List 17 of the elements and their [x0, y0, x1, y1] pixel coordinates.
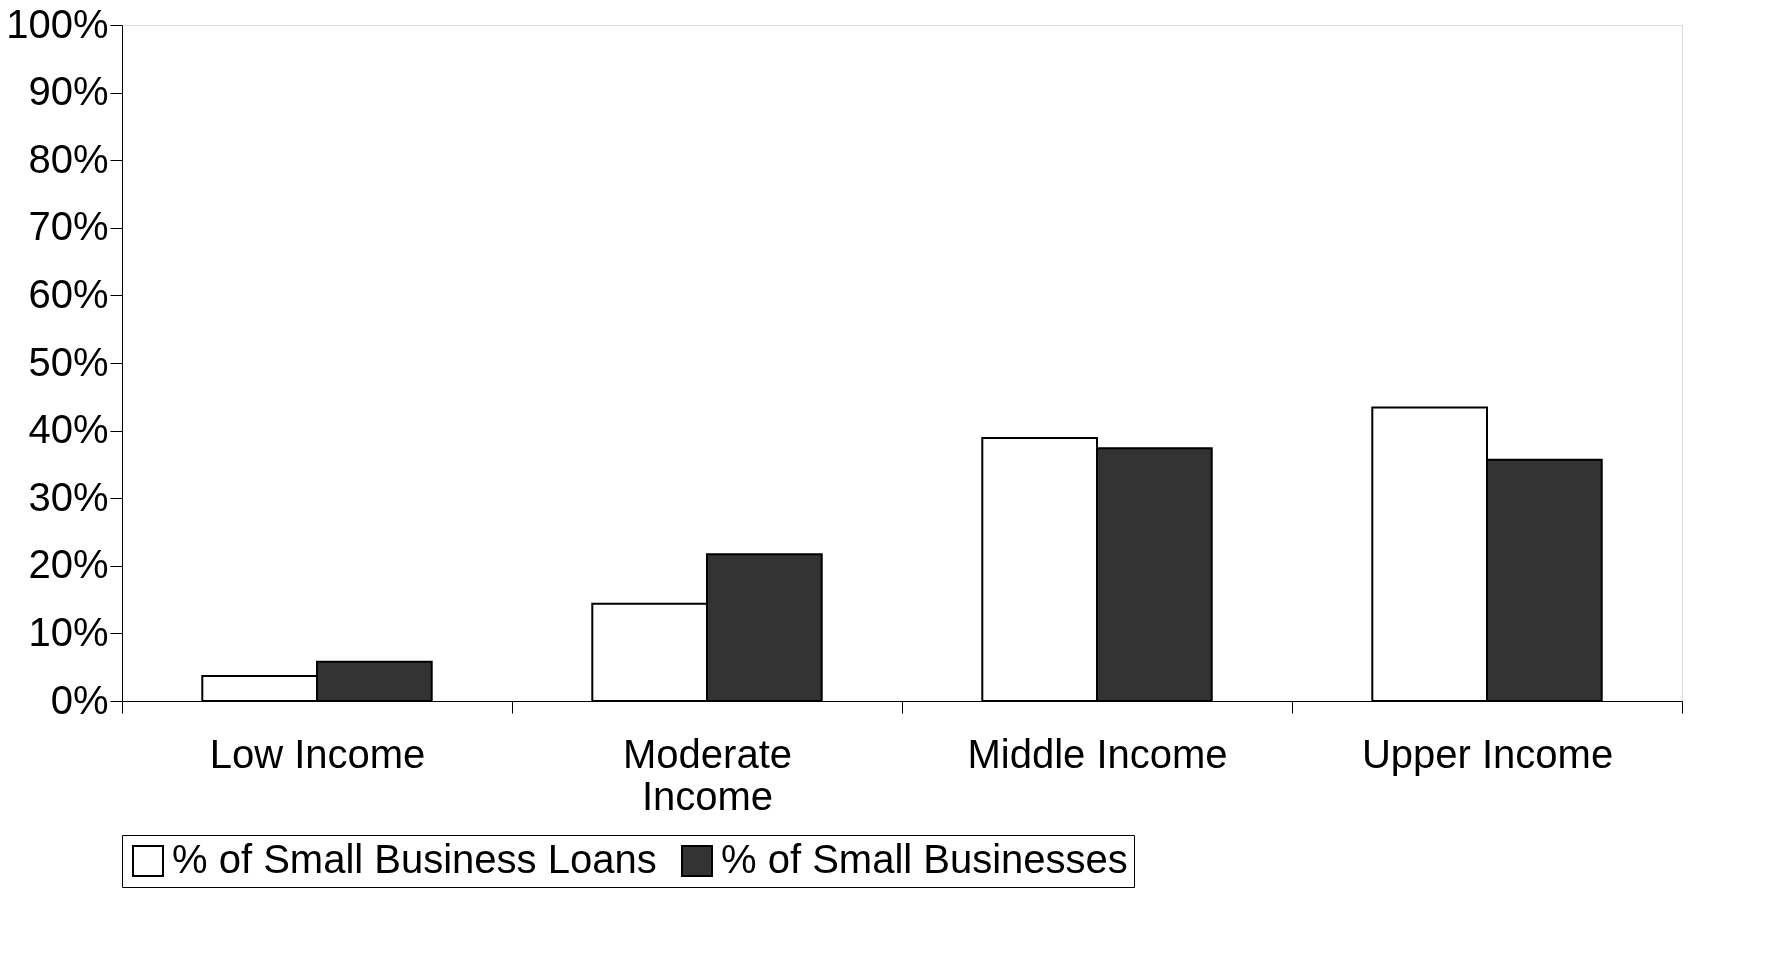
- y-tick-label: 50%: [28, 339, 109, 384]
- y-tick-label: 100%: [6, 1, 109, 46]
- y-tick-label: 0%: [50, 677, 109, 722]
- x-tick-label: Middle Income: [967, 731, 1228, 776]
- y-tick-label: 20%: [28, 542, 109, 587]
- y-tick-label: 30%: [28, 474, 109, 519]
- x-tick-label: Upper Income: [1361, 731, 1614, 776]
- y-tick-label: 70%: [28, 204, 109, 249]
- legend-label: % of Small Businesses: [721, 837, 1128, 881]
- y-tick-label: 10%: [28, 609, 109, 654]
- y-tick-label: 40%: [28, 407, 109, 452]
- y-tick-label: 80%: [28, 136, 109, 181]
- legend-label: % of Small Business Loans: [172, 837, 657, 881]
- x-tick-label: Low Income: [209, 731, 426, 776]
- x-tick-label: Moderate Income: [623, 731, 792, 818]
- y-tick-label: 60%: [28, 271, 109, 316]
- y-tick-label: 90%: [28, 69, 109, 114]
